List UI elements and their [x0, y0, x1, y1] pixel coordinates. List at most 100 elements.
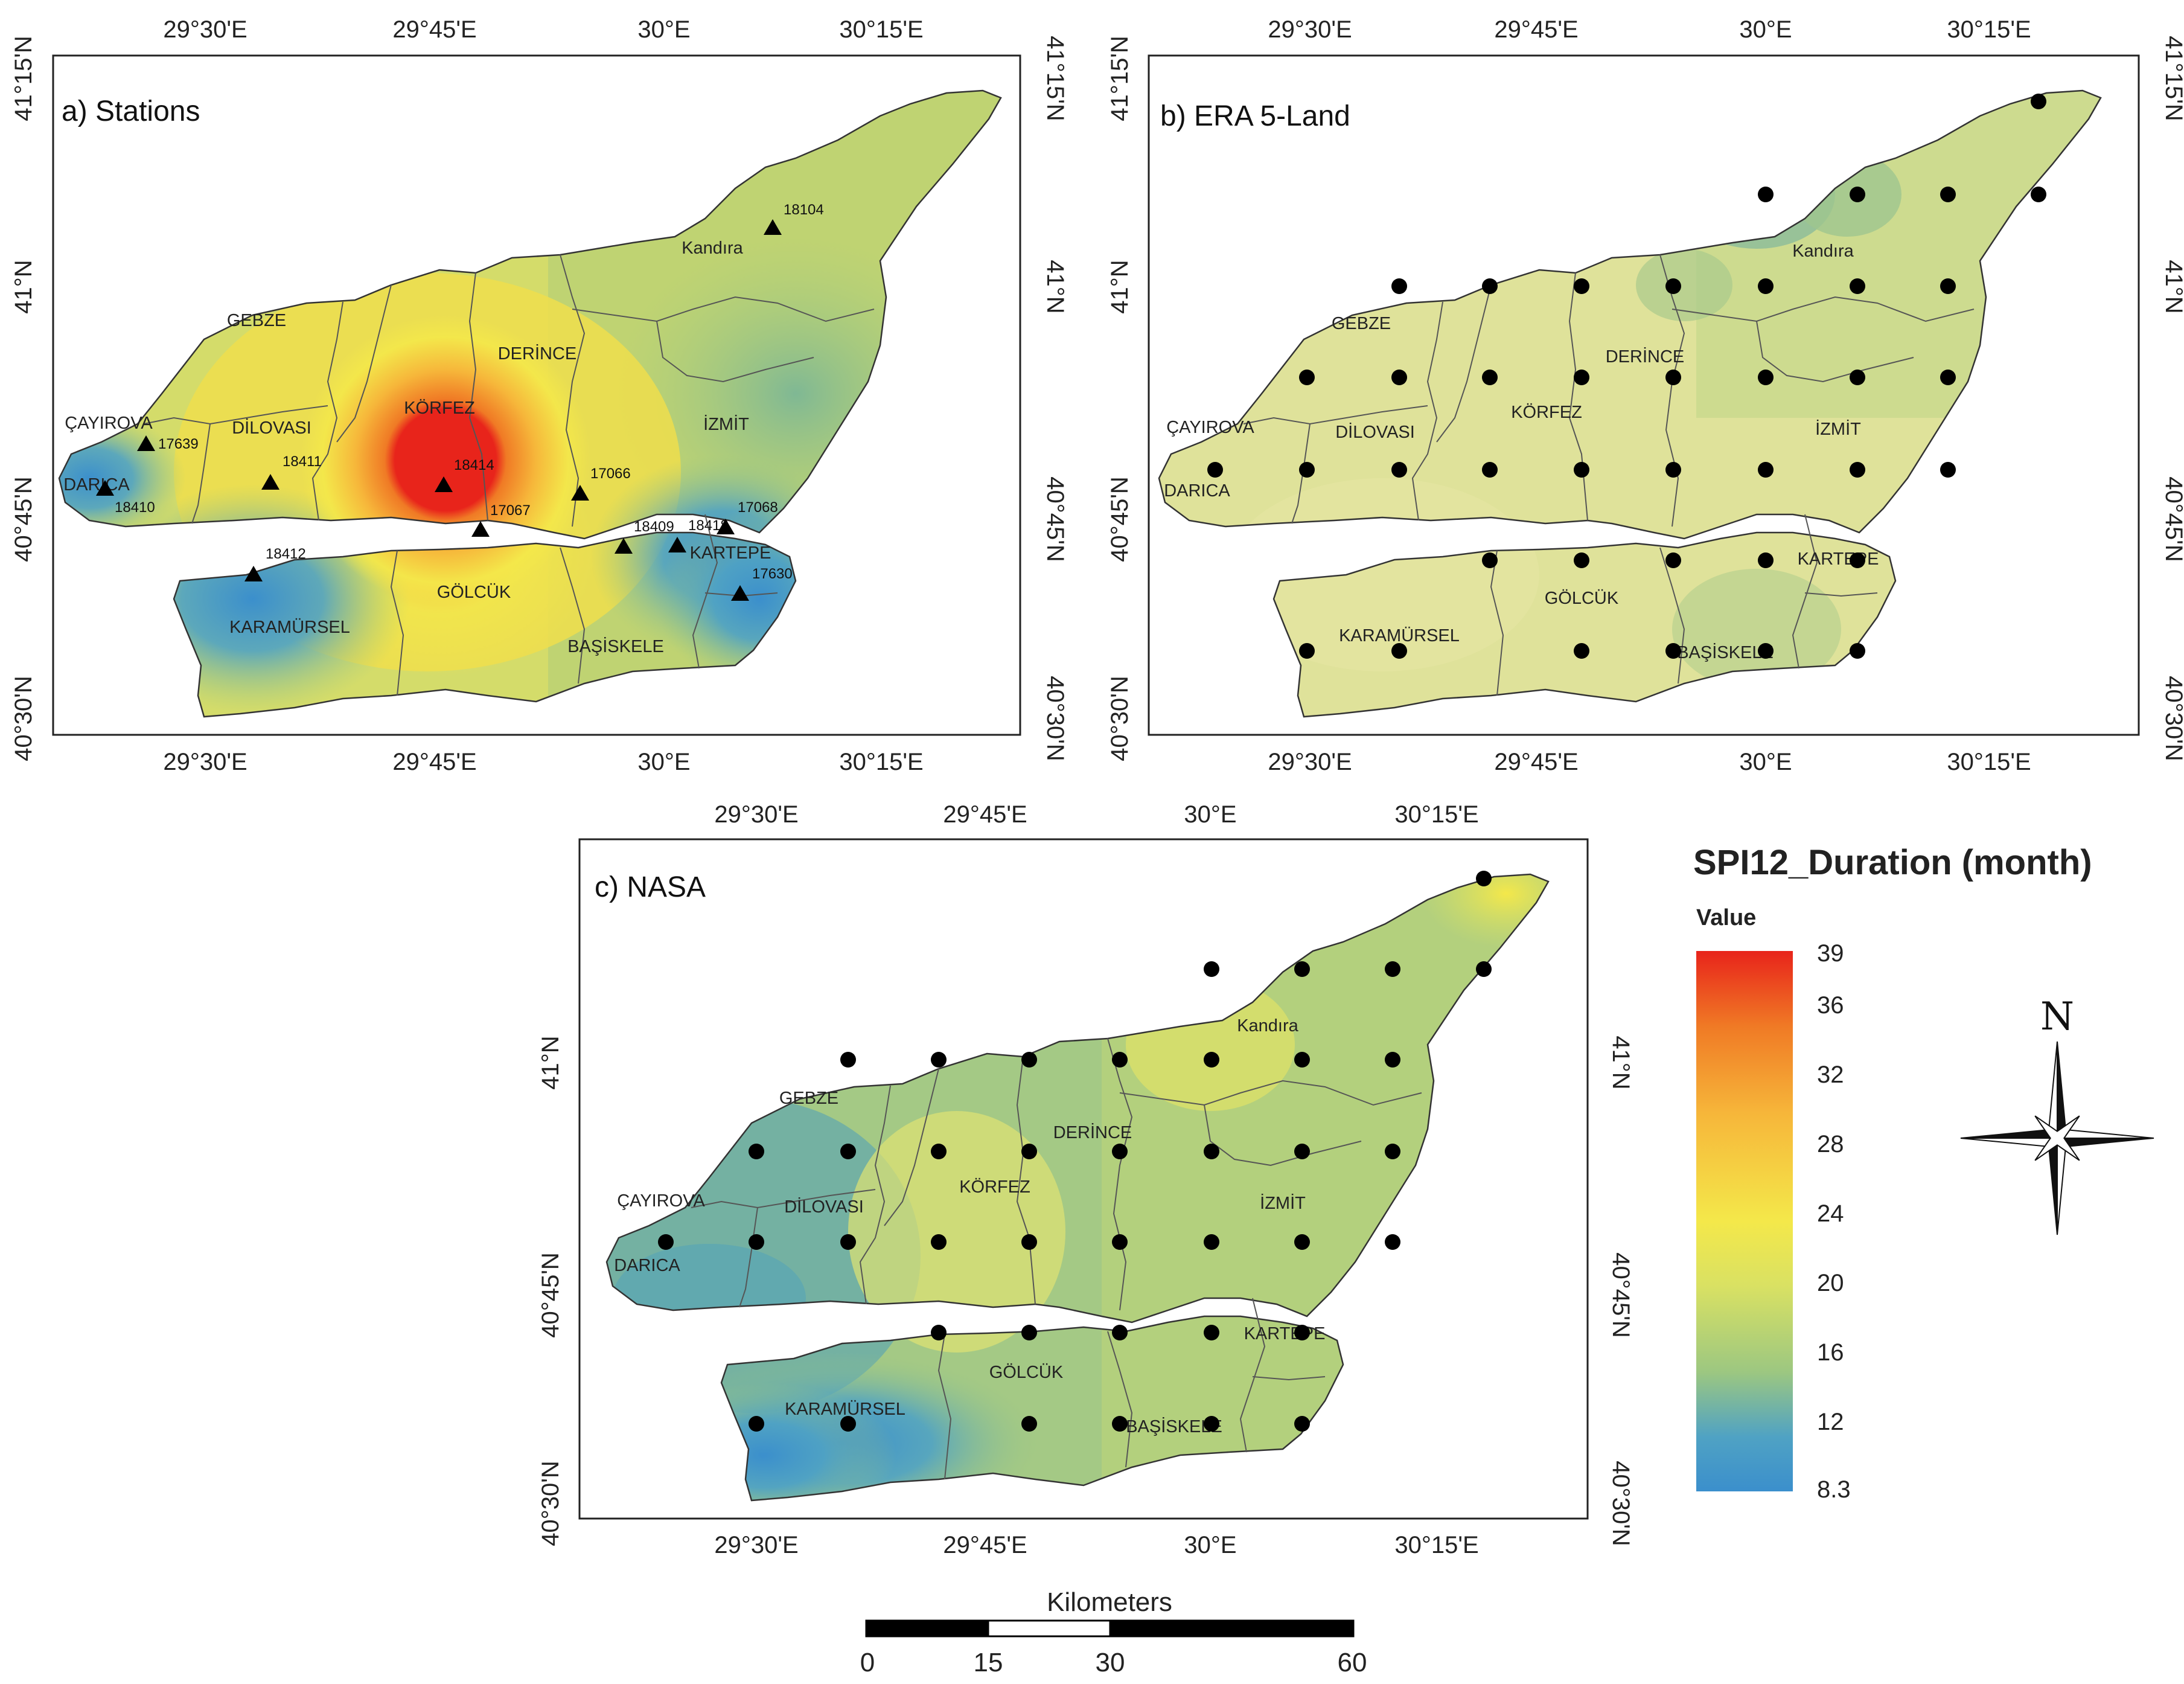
station-marker: 18414	[435, 457, 494, 492]
panel-c-frame	[578, 838, 1589, 1520]
panel-a-district-labels: GEBZE ÇAYIROVA DİLOVASI DARICA KÖRFEZ DE…	[63, 239, 771, 656]
district-label: Kandıra	[682, 239, 743, 258]
grid-point-dot	[749, 1416, 764, 1432]
grid-point-dot	[1112, 1325, 1128, 1340]
lat-label: 40°30'N	[2160, 676, 2184, 761]
district-label: KARAMÜRSEL	[1339, 626, 1460, 645]
grid-point-dot	[1758, 370, 1774, 385]
station-id: 17630	[752, 566, 793, 582]
grid-point-dot	[1758, 278, 1774, 294]
grid-point-dot	[1294, 1144, 1310, 1159]
panel-a-stations-map: a) Stations 29°30'E 29°45'E 30°E 30°15'E…	[10, 16, 1068, 775]
panel-c-left-lat-labels: 41°N 40°45'N 40°30'N	[537, 1036, 564, 1546]
station-id: 18411	[283, 453, 322, 470]
grid-point-dot	[1385, 1144, 1400, 1159]
lon-label: 30°E	[1184, 1532, 1236, 1558]
district-label: İZMİT	[1815, 419, 1861, 439]
north-arrow: N	[1960, 994, 2154, 1235]
lat-label: 40°30'N	[537, 1461, 564, 1546]
lat-label: 40°45'N	[1106, 476, 1133, 562]
lon-label: 30°E	[637, 16, 690, 43]
legend-tick: 16	[1817, 1339, 1844, 1366]
lat-label: 40°30'N	[1608, 1461, 1634, 1546]
grid-point-dot	[1850, 187, 1865, 202]
district-label: ÇAYIROVA	[65, 414, 153, 433]
scale-segment	[1109, 1619, 1355, 1638]
lon-label: 30°15'E	[1394, 1532, 1478, 1558]
grid-point-dot	[1294, 961, 1310, 977]
station-id: 17066	[590, 466, 631, 482]
grid-point-dot	[840, 1144, 856, 1159]
legend-tick: 20	[1817, 1270, 1844, 1296]
grid-point-dot	[931, 1052, 947, 1068]
lon-label: 29°30'E	[1268, 16, 1352, 43]
legend-tick: 32	[1817, 1061, 1844, 1088]
grid-point-dot	[1940, 462, 1956, 478]
grid-point-dot	[1476, 871, 1492, 886]
grid-point-dot	[1665, 278, 1681, 294]
panel-b-left-lat-labels: 41°15'N 41°N 40°45'N 40°30'N	[1106, 36, 1133, 761]
district-label: DARICA	[1164, 481, 1230, 501]
district-label: KARAMÜRSEL	[785, 1400, 905, 1419]
station-marker: 18409	[615, 519, 674, 554]
district-label: GÖLCÜK	[1545, 589, 1619, 608]
lat-label: 41°N	[10, 260, 37, 313]
station-marker: 18104	[764, 202, 824, 235]
legend-tick: 36	[1817, 992, 1844, 1019]
grid-point-dot	[1391, 643, 1407, 659]
grid-point-dot	[1665, 552, 1681, 568]
color-legend: SPI12_Duration (month) Value 39 36 32 28…	[1693, 843, 2092, 1503]
grid-point-dot	[1850, 643, 1865, 659]
district-label: GEBZE	[227, 311, 286, 330]
scale-segment	[865, 1619, 989, 1638]
scale-label: 0	[860, 1648, 875, 1677]
panel-c-right-lat-labels: 41°N 40°45'N 40°30'N	[1608, 1036, 1634, 1546]
panel-a-left-lat-labels: 41°15'N 41°N 40°45'N 40°30'N	[10, 36, 37, 761]
panel-b-grid-points	[1207, 94, 2046, 659]
station-marker: 18411	[261, 453, 322, 490]
lon-label: 30°15'E	[1947, 16, 2031, 43]
station-marker: 18412	[244, 546, 306, 581]
lat-label: 40°30'N	[1042, 676, 1068, 761]
grid-point-dot	[1665, 462, 1681, 478]
station-id: 18410	[115, 499, 155, 516]
lon-label: 29°45'E	[392, 16, 476, 43]
lon-label: 29°30'E	[714, 1532, 798, 1558]
panel-b-top-lon-labels: 29°30'E 29°45'E 30°E 30°15'E	[1268, 16, 2031, 43]
grid-point-dot	[1850, 278, 1865, 294]
grid-point-dot	[749, 1144, 764, 1159]
lon-label: 30°E	[1739, 16, 1792, 43]
scale-bar: Kilometers 0 15 30 60	[860, 1587, 1367, 1677]
station-marker: 17067	[471, 502, 531, 537]
grid-point-dot	[1758, 552, 1774, 568]
station-id: 18412	[266, 546, 306, 562]
grid-point-dot	[1574, 552, 1589, 568]
lon-label: 29°45'E	[943, 801, 1027, 828]
grid-point-dot	[1021, 1234, 1037, 1250]
grid-point-dot	[931, 1325, 947, 1340]
grid-point-dot	[1758, 643, 1774, 659]
panel-a-bottom-lon-labels: 29°30'E 29°45'E 30°E 30°15'E	[163, 749, 923, 775]
lat-label: 41°N	[2160, 260, 2184, 313]
grid-point-dot	[1204, 961, 1219, 977]
lat-label: 41°N	[537, 1036, 564, 1089]
lon-label: 30°15'E	[1947, 749, 2031, 775]
lon-label: 29°45'E	[1494, 16, 1578, 43]
lon-label: 30°E	[1184, 801, 1236, 828]
legend-tick: 12	[1817, 1409, 1844, 1435]
legend-color-ramp	[1696, 951, 1793, 1491]
grid-point-dot	[1482, 370, 1498, 385]
panel-a-stations: 18104 17639 18411 18410 18414 17066	[96, 202, 824, 601]
grid-point-dot	[1940, 370, 1956, 385]
station-id: 18409	[634, 519, 674, 535]
district-label: DERİNCE	[1606, 347, 1685, 367]
grid-point-dot	[1665, 370, 1681, 385]
district-label: DARICA	[614, 1256, 680, 1275]
grid-point-dot	[1940, 187, 1956, 202]
grid-point-dot	[1207, 462, 1223, 478]
grid-point-dot	[840, 1416, 856, 1432]
grid-point-dot	[1391, 278, 1407, 294]
lon-label: 29°30'E	[163, 749, 247, 775]
scale-label: 30	[1096, 1648, 1125, 1677]
